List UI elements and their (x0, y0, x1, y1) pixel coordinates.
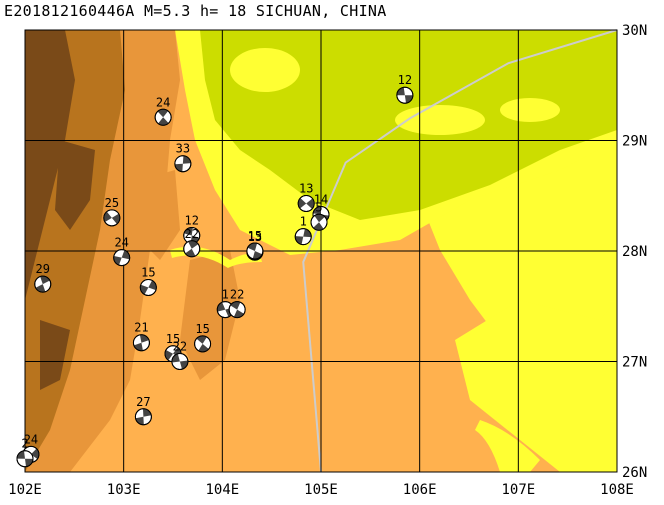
event-depth-label: 33 (176, 142, 190, 156)
focal-mechanism: 22 (183, 227, 201, 258)
longitude-label: 104E (205, 482, 239, 498)
event-depth-label: 15 (166, 332, 180, 346)
focal-mechanism: 24 (113, 236, 131, 267)
graticule (25, 30, 617, 472)
latitude-label: 26N (622, 465, 647, 481)
latitude-label: 27N (622, 355, 647, 371)
longitude-label: 107E (501, 482, 535, 498)
event-depth-label: 13 (248, 230, 262, 244)
event-depth-label: 13 (299, 181, 313, 195)
latitude-label: 29N (622, 134, 647, 150)
focal-mechanism: 25 (103, 196, 121, 227)
focal-mechanism: 12 (396, 73, 414, 104)
focal-mechanism: 27 (134, 395, 152, 426)
event-depth-label: 12 (185, 214, 199, 228)
focal-mechanism: 5 (310, 200, 328, 231)
focal-mechanism: 15 (194, 322, 212, 353)
event-depth-label: 25 (105, 196, 119, 210)
event-depth-label: 21 (134, 321, 148, 335)
event-depth-label: 24 (156, 95, 170, 109)
longitude-label: 102E (8, 482, 42, 498)
focal-mechanism: 24 (154, 95, 172, 126)
focal-mechanism: 33 (174, 142, 192, 173)
event-depth-label: 24 (114, 236, 128, 250)
longitude-label: 108E (600, 482, 634, 498)
event-depth-label: 1 (222, 288, 229, 302)
focal-mechanism: 1 (294, 215, 312, 246)
focal-mechanism: 15 (139, 265, 157, 296)
latitude-labels: 26N 27N 28N 29N 30N (622, 23, 647, 481)
longitude-labels: 102E 103E 104E 105E 106E 107E 108E (8, 482, 634, 498)
longitude-label: 106E (403, 482, 437, 498)
event-depth-label: 22 (173, 340, 187, 354)
focal-mechanism: 22 (228, 288, 246, 319)
focal-mechanism: 13 (297, 181, 315, 212)
latitude-label: 28N (622, 244, 647, 260)
latitude-label: 30N (622, 23, 647, 39)
event-depth-label: 24 (24, 432, 38, 446)
event-depth-label: 22 (230, 288, 244, 302)
event-depth-label: 5 (315, 200, 322, 214)
focal-mechanism: 22 (171, 340, 189, 370)
event-depth-label: 15 (195, 322, 209, 336)
event-depth-label: 14 (314, 193, 328, 207)
map-title: E201812160446A M=5.3 h= 18 SICHUAN, CHIN… (4, 2, 387, 20)
event-depth-label: 1 (300, 215, 307, 229)
longitude-label: 105E (304, 482, 338, 498)
event-depth-label: 29 (36, 262, 50, 276)
longitude-label: 103E (107, 482, 141, 498)
focal-mechanism: 12 (183, 214, 201, 245)
event-depth-label: 22 (185, 227, 199, 241)
focal-mechanism: 2 (16, 437, 34, 468)
focal-mechanism: 21 (132, 321, 150, 352)
focal-mechanism: 15 (246, 229, 264, 260)
focal-mechanism: 29 (34, 262, 52, 293)
event-depth-label: 27 (136, 395, 150, 409)
event-depth-label: 15 (248, 229, 262, 243)
event-depth-label: 12 (398, 73, 412, 87)
event-depth-label: 15 (141, 265, 155, 279)
event-depth-label: 2 (21, 437, 28, 451)
map-frame (24, 29, 618, 473)
